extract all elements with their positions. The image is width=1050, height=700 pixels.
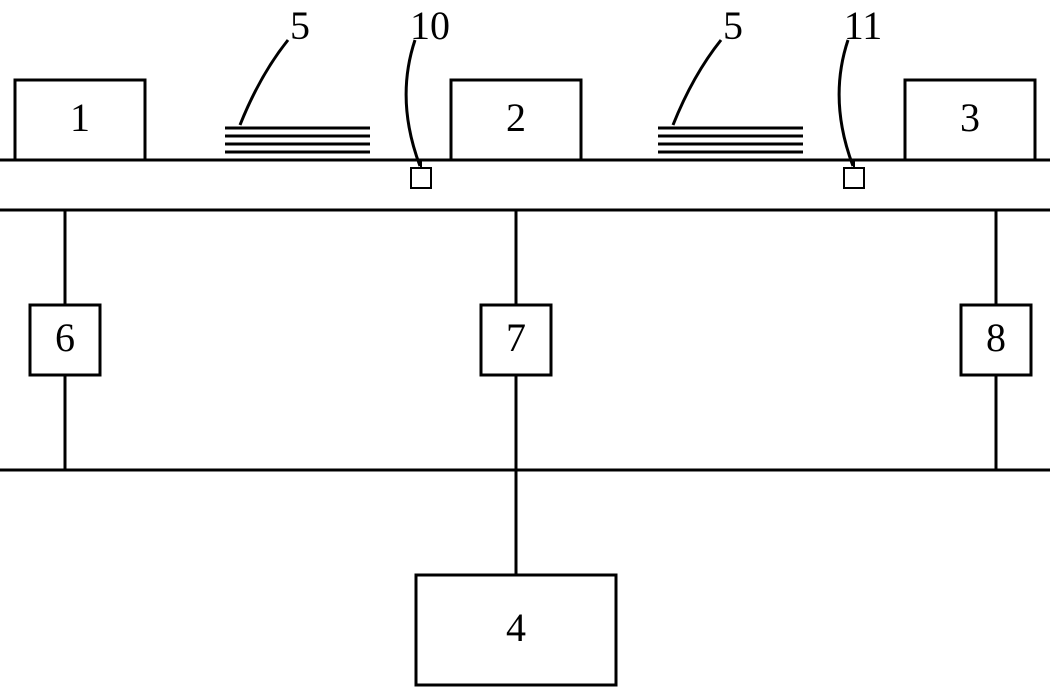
callout-c10: 10 [410,3,450,48]
box1-label: 1 [70,95,90,140]
leader-c10 [406,40,420,166]
box8-label: 8 [986,315,1006,360]
box2-label: 2 [506,95,526,140]
sensor10 [411,168,431,188]
sensor11 [844,168,864,188]
leader-c11 [839,40,853,166]
leader-c5b [673,40,721,125]
box6-label: 6 [55,315,75,360]
leader-c5a [240,40,288,125]
box7-label: 7 [506,315,526,360]
callout-c5b: 5 [723,3,743,48]
box4-label: 4 [506,605,526,650]
box3-label: 3 [960,95,980,140]
callout-c5a: 5 [290,3,310,48]
diagram-canvas: 1 2 3 5 10 5 11 6 7 8 4 [0,0,1050,700]
callout-c11: 11 [844,3,883,48]
